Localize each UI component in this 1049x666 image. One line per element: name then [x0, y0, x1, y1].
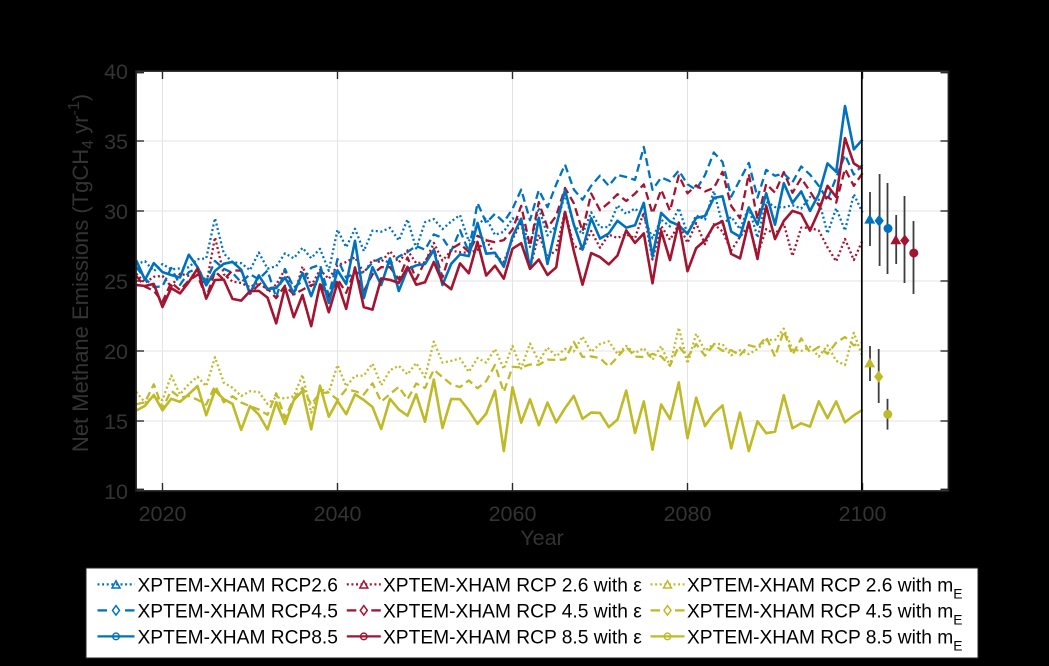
svg-text:XPTEM-XHAM RCP 2.6 with ε: XPTEM-XHAM RCP 2.6 with ε — [383, 576, 642, 597]
svg-text:2080: 2080 — [664, 502, 712, 526]
svg-text:XPTEM-XHAM RCP 4.5 with ε: XPTEM-XHAM RCP 4.5 with ε — [383, 602, 642, 623]
svg-text:20: 20 — [104, 340, 128, 364]
svg-text:40: 40 — [104, 60, 128, 84]
svg-text:10: 10 — [104, 480, 128, 504]
svg-text:XPTEM-XHAM RCP8.5: XPTEM-XHAM RCP8.5 — [138, 628, 338, 649]
svg-text:XPTEM-XHAM RCP2.6: XPTEM-XHAM RCP2.6 — [138, 576, 338, 597]
svg-text:25: 25 — [104, 270, 128, 294]
svg-text:Year: Year — [520, 526, 563, 550]
svg-text:Net Methane Emissions (TgCH4 y: Net Methane Emissions (TgCH4 yr-1) — [66, 94, 97, 452]
svg-text:XPTEM-XHAM RCP4.5: XPTEM-XHAM RCP4.5 — [138, 602, 338, 623]
svg-text:2060: 2060 — [489, 502, 537, 526]
svg-text:35: 35 — [104, 130, 128, 154]
svg-text:30: 30 — [104, 200, 128, 224]
svg-text:2020: 2020 — [139, 502, 187, 526]
svg-text:15: 15 — [104, 410, 128, 434]
svg-text:2040: 2040 — [314, 502, 362, 526]
svg-text:XPTEM-XHAM RCP 8.5 with ε: XPTEM-XHAM RCP 8.5 with ε — [383, 628, 642, 649]
svg-text:2100: 2100 — [839, 502, 887, 526]
